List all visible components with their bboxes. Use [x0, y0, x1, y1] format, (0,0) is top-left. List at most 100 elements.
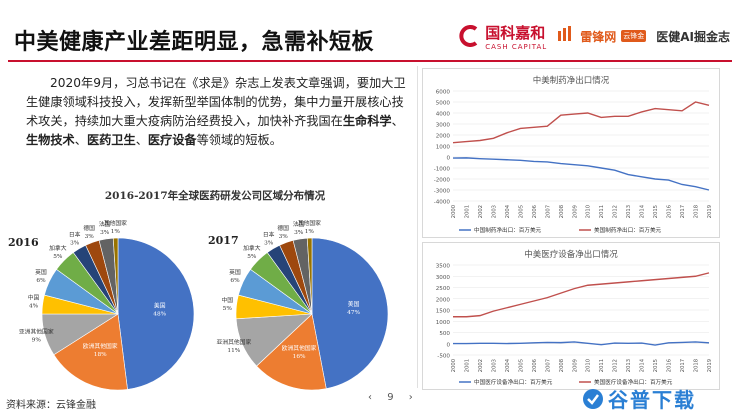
- y-tick-2: 500: [439, 331, 450, 337]
- y-tick-1: 0: [446, 342, 450, 348]
- x-tick-2: 2002: [478, 205, 484, 218]
- series-line-0: [452, 157, 710, 191]
- pie0-label-5: 加拿大 5%: [49, 244, 67, 260]
- logo1-main-text: 国科嘉和: [485, 23, 546, 42]
- x-tick-8: 2008: [559, 359, 565, 372]
- x-tick-17: 2017: [680, 205, 686, 218]
- y-tick-9: 5000: [436, 101, 451, 107]
- pie1-label-6: 日本 3%: [263, 231, 275, 247]
- y-tick-1: -3000: [434, 189, 451, 195]
- device-net-export-chart: 中美医疗设备净出口情况 -500 0 500 1000 1500 2000 2500 3000 3…: [436, 249, 713, 386]
- y-tick-4: 0: [446, 156, 450, 162]
- series-line-0: [453, 341, 710, 346]
- series-line-1: [452, 101, 710, 144]
- pie1-label-7: 德国 3%: [277, 224, 289, 240]
- x-tick-1: 2001: [464, 205, 470, 218]
- pharma-net-export-chart: 中美制药净出口情况 -4000 -3000 -2000 -1000 0 1000 2000 30…: [434, 75, 713, 234]
- legend-label-1: 美国制药净出口：百万美元: [594, 226, 662, 234]
- y-tick-0: -4000: [434, 200, 451, 206]
- x-tick-13: 2013: [626, 359, 632, 372]
- legend-label-0: 中国医疗设备净出口：百万美元: [474, 378, 553, 386]
- x-tick-3: 2003: [491, 359, 497, 372]
- x-tick-0: 2000: [451, 359, 457, 372]
- intro-paragraph: 2020年9月，习总书记在《求是》杂志上发表文章强调，要加大卫生健康领域科技投入…: [26, 74, 406, 150]
- page-next-icon[interactable]: ›: [408, 392, 413, 403]
- pie0-label-9: 其他国家 1%: [104, 219, 127, 235]
- pie1-label-9: 其他国家 1%: [298, 219, 321, 235]
- paragraph-bold-biotech: 生物技术: [26, 133, 75, 147]
- logo1-sub-text: CASH CAPITAL: [485, 42, 548, 51]
- x-tick-15: 2015: [653, 359, 659, 372]
- logo3-main-text: 医健AI掘金志: [656, 29, 730, 44]
- x-tick-4: 2004: [505, 358, 511, 372]
- pie1-label-8: 法国 3%: [293, 220, 305, 236]
- pie1-slice-0: [311, 237, 389, 390]
- legend-label-1: 美国医疗设备净出口：百万美元: [594, 378, 673, 386]
- pie1-label-2: 亚洲其他国家 11%: [216, 338, 251, 354]
- page-indicator: ‹ 9 ›: [362, 392, 419, 403]
- x-tick-8: 2008: [559, 205, 565, 218]
- title-divider: [8, 60, 732, 62]
- pie1-label-4: 英国 6%: [229, 268, 241, 284]
- x-tick-15: 2015: [653, 205, 659, 218]
- x-tick-18: 2018: [694, 359, 700, 372]
- logo-bar: 国科嘉和 CASH CAPITAL 雷锋网 云锋金 医健AI掘金志: [458, 18, 730, 54]
- y-tick-5: 1000: [436, 145, 451, 151]
- y-tick-6: 2500: [436, 286, 451, 292]
- pie1-label-5: 加拿大 5%: [243, 244, 261, 260]
- pie1-label-3: 中国 5%: [221, 296, 233, 312]
- y-tick-3: -1000: [434, 167, 451, 173]
- logo-cash-capital: 国科嘉和 CASH CAPITAL: [458, 22, 547, 51]
- page-prev-icon[interactable]: ‹: [368, 392, 372, 403]
- x-tick-7: 2007: [545, 359, 551, 372]
- paragraph-bold-life-science: 生命科学: [342, 114, 392, 128]
- x-tick-4: 2004: [505, 204, 511, 218]
- pie0-label-6: 日本 3%: [69, 231, 81, 247]
- x-tick-18: 2018: [694, 205, 700, 218]
- x-tick-19: 2019: [707, 359, 713, 372]
- logo-leiphone: 雷锋网 云锋金: [557, 25, 647, 47]
- y-tick-7: 3000: [436, 275, 451, 281]
- x-tick-5: 2005: [518, 205, 524, 218]
- pie0-slice-0: [117, 237, 195, 390]
- x-tick-10: 2010: [586, 205, 592, 218]
- page-number: 9: [387, 392, 394, 403]
- x-tick-17: 2017: [680, 359, 686, 372]
- paragraph-part2: 等领域的短板。: [196, 133, 282, 147]
- pie-year-2017: 2017: [208, 234, 239, 247]
- pie0-label-7: 德国 3%: [83, 224, 95, 240]
- leiphone-logo-icon: [557, 25, 575, 47]
- watermark: 谷普下载: [582, 384, 696, 413]
- x-tick-16: 2016: [667, 359, 673, 372]
- x-tick-14: 2014: [640, 204, 646, 218]
- watermark-text: 谷普下载: [608, 388, 696, 412]
- pie0-label-0: 美国 48%: [153, 301, 166, 317]
- logo2-main-text: 雷锋网: [580, 29, 617, 44]
- cash-capital-logo-icon: [458, 25, 480, 47]
- source-note: 资料来源：云锋金融: [6, 400, 96, 411]
- y-tick-8: 4000: [436, 112, 451, 118]
- logo2-badge: 云锋金: [621, 30, 647, 42]
- paragraph-bold-devices: 医疗设备: [147, 133, 197, 147]
- line-chart-title: 中美制药净出口情况: [533, 75, 610, 86]
- pie0-label-3: 中国 4%: [28, 293, 40, 309]
- x-tick-16: 2016: [667, 205, 673, 218]
- y-tick-4: 1500: [436, 309, 451, 315]
- x-tick-7: 2007: [545, 205, 551, 218]
- x-tick-10: 2010: [586, 359, 592, 372]
- pharma-chart-panel: 中美制药净出口情况 -4000 -3000 -2000 -1000 0 1000 2000 30…: [422, 68, 720, 238]
- pie0-label-8: 法国 3%: [99, 220, 111, 236]
- pie0-label-2: 亚洲其他国家 9%: [19, 328, 54, 344]
- pie-charts: 美国 48%欧洲其他国家 18%亚洲其他国家 9%中国 4%英国 6%加拿大 5%日本 3%德…: [19, 219, 389, 391]
- y-tick-7: 3000: [436, 123, 451, 129]
- pie0-slice-1: [53, 313, 128, 391]
- y-tick-3: 1000: [436, 320, 451, 326]
- x-tick-11: 2011: [599, 359, 605, 372]
- x-tick-2: 2002: [478, 359, 484, 372]
- pie1-slice-9: [306, 237, 313, 315]
- x-tick-9: 2009: [572, 205, 578, 218]
- x-tick-12: 2012: [613, 359, 619, 372]
- x-tick-6: 2006: [532, 205, 538, 218]
- page-title: 中美健康产业差距明显，急需补短板: [14, 30, 375, 55]
